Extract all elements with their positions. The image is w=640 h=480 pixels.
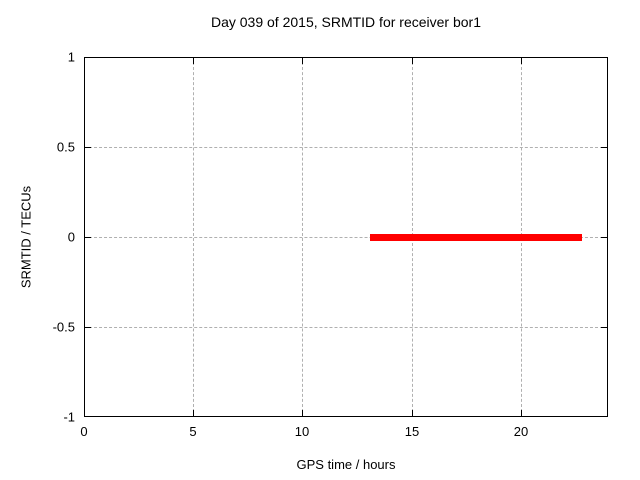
y-tick-label: 0	[67, 229, 75, 245]
x-tick-mark	[193, 57, 194, 64]
y-tick-label: 0.5	[56, 139, 75, 155]
x-tick-label: 10	[294, 424, 310, 439]
y-tick-mark	[601, 327, 608, 328]
y-tick-mark	[84, 327, 91, 328]
y-tick-mark	[84, 147, 91, 148]
y-gridline	[84, 237, 608, 238]
x-tick-mark	[193, 410, 194, 417]
x-tick-mark	[412, 57, 413, 64]
chart-title: Day 039 of 2015, SRMTID for receiver bor…	[210, 14, 481, 30]
x-tick-label: 20	[513, 424, 529, 439]
x-tick-mark	[521, 410, 522, 417]
x-tick-label: 0	[80, 424, 88, 439]
x-tick-label: 5	[189, 424, 197, 439]
x-axis-label: GPS time / hours	[296, 457, 396, 472]
y-axis-label: SRMTID / TECUs	[18, 185, 34, 289]
y-tick-label: 1	[67, 49, 75, 65]
x-tick-mark	[521, 57, 522, 64]
y-gridline	[84, 327, 608, 328]
y-tick-mark	[84, 237, 91, 238]
y-tick-mark	[601, 147, 608, 148]
x-tick-mark	[302, 410, 303, 417]
x-tick-mark	[412, 410, 413, 417]
y-gridline	[84, 147, 608, 148]
y-tick-label: -0.5	[52, 319, 75, 335]
y-tick-mark	[601, 237, 608, 238]
x-tick-label: 15	[404, 424, 420, 439]
series-line	[370, 234, 582, 241]
x-tick-mark	[302, 57, 303, 64]
y-tick-label: -1	[63, 409, 75, 425]
